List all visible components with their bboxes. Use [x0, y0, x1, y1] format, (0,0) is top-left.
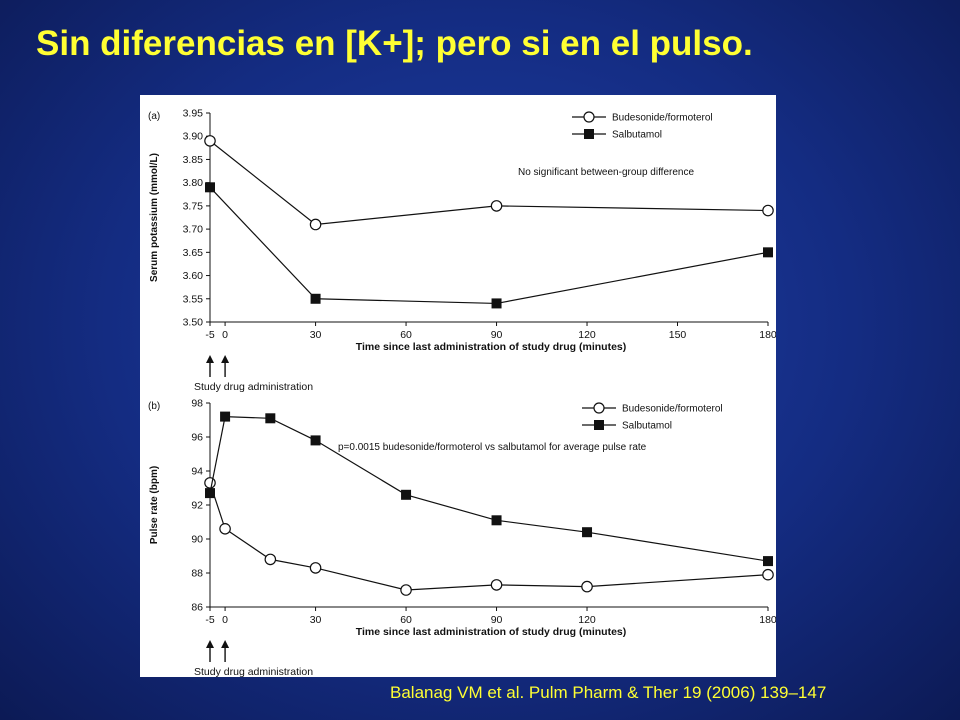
- chart-a-legend-marker-budesonide-formoterol: [583, 111, 595, 123]
- chart-a-series-salbutamol-line: [209, 186, 769, 305]
- chart-b-arrow-head: [206, 640, 214, 648]
- figure-svg: (a) 3.50 3.55 3.60 3.65 3.70 3.75 3.80 3.85 3.90 3…: [148, 108, 776, 678]
- chart-b-x-tick-label: -5: [205, 614, 214, 626]
- slide-title: Sin diferencias en [K+]; pero si en el p…: [36, 24, 753, 63]
- figure-panel: (a) 3.50 3.55 3.60 3.65 3.70 3.75 3.80 3.85 3.90 3…: [140, 95, 776, 677]
- chart-a-series-budesonide-formoterol-line: [209, 140, 769, 226]
- chart-b-series-salbutamol-line: [209, 415, 769, 562]
- chart-b-y-label: Pulse rate (bpm): [149, 466, 160, 544]
- chart-b-y-tick-label: 88: [191, 568, 203, 580]
- chart-b-point-budesonide-formoterol: [219, 522, 231, 535]
- chart-a-arrow-head: [221, 355, 230, 363]
- chart-a-panel-label: (a): [148, 111, 160, 122]
- chart-b-point-salbutamol: [763, 556, 773, 567]
- chart-a-point-salbutamol: [310, 293, 321, 304]
- chart-a-x-tick-label: 0: [222, 329, 228, 341]
- chart-b-point-budesonide-formoterol: [762, 568, 774, 581]
- chart-a-x-tick-label: 120: [578, 329, 596, 341]
- chart-a-legend-marker-salbutamol: [584, 129, 594, 139]
- chart-a-legend-label: Salbutamol: [612, 130, 662, 141]
- chart-b-legend-label: Salbutamol: [622, 421, 672, 432]
- chart-b-y-tick-label: 86: [191, 602, 203, 614]
- chart-b-point-salbutamol: [491, 515, 502, 526]
- chart-b-x-tick-label: 90: [491, 614, 503, 626]
- chart-b-point-budesonide-formoterol: [204, 477, 216, 489]
- chart-a-annotation: No significant between-group difference: [518, 167, 694, 178]
- chart-a-y-tick-label: 3.55: [183, 293, 204, 305]
- chart-b-point-budesonide-formoterol: [309, 562, 322, 574]
- chart-b-series-budesonide-formoterol-line: [209, 482, 769, 591]
- chart-b-x-tick-label: 0: [222, 614, 228, 626]
- chart-b-point-budesonide-formoterol: [264, 553, 277, 566]
- chart-b-point-budesonide-formoterol: [400, 584, 412, 596]
- chart-b-y-tick-label: 90: [191, 534, 203, 546]
- chart-b-arrow-label: Study drug administration: [194, 666, 313, 677]
- chart-b-x-tick-label: 120: [578, 614, 596, 626]
- chart-b-legend-label: Budesonide/formoterol: [622, 404, 723, 415]
- chart-b-point-salbutamol: [582, 527, 593, 538]
- chart-a-x-tick-label: 150: [669, 329, 687, 341]
- chart-b-point-budesonide-formoterol: [581, 580, 593, 593]
- chart-b-y-tick-label: 96: [191, 432, 203, 444]
- chart-b-point-salbutamol: [310, 435, 321, 446]
- chart-a-x-tick-label: 30: [310, 329, 322, 341]
- chart-a-point-budesonide-formoterol: [204, 135, 216, 147]
- chart-b-x-label: Time since last administration of study …: [356, 626, 627, 638]
- chart-a-x-label: Time since last administration of study …: [356, 341, 627, 353]
- chart-a-point-salbutamol: [205, 182, 215, 193]
- chart-b-legend-marker-budesonide-formoterol: [593, 402, 605, 414]
- chart-b-point-salbutamol: [220, 411, 231, 422]
- chart-a-point-budesonide-formoterol: [762, 204, 774, 217]
- chart-b-y-tick-label: 98: [191, 398, 203, 410]
- chart-b-y-tick-label: 94: [191, 466, 203, 478]
- chart-a-y-tick-label: 3.90: [183, 131, 204, 143]
- chart-b-x-tick-label: 180: [759, 614, 776, 626]
- chart-a-y-tick-label: 3.65: [183, 247, 204, 259]
- chart-a-arrow-label: Study drug administration: [194, 381, 313, 393]
- chart-b-point-salbutamol: [205, 488, 215, 499]
- chart-a-x-tick-label: 90: [491, 329, 503, 341]
- chart-a-x-tick-label: 180: [759, 329, 776, 341]
- chart-b-annotation: p=0.0015 budesonide/formoterol vs salbut…: [338, 442, 647, 453]
- chart-a-point-budesonide-formoterol: [309, 218, 322, 231]
- chart-b-point-salbutamol: [265, 413, 276, 424]
- chart-b-x-tick-label: 60: [400, 614, 412, 626]
- chart-b-y-tick-label: 92: [191, 500, 203, 512]
- citation: Balanag VM et al. Pulm Pharm & Ther 19 (…: [390, 683, 827, 702]
- chart-a-arrow-head: [206, 355, 214, 363]
- chart-b-x-tick-label: 30: [310, 614, 322, 626]
- chart-a-point-salbutamol: [491, 298, 502, 309]
- chart-a-point-budesonide-formoterol: [490, 200, 503, 212]
- chart-a-legend-label: Budesonide/formoterol: [612, 113, 713, 124]
- chart-a-y-tick-label: 3.50: [183, 317, 204, 329]
- chart-b-panel-label: (b): [148, 401, 160, 412]
- chart-b-arrow-head: [221, 640, 230, 648]
- chart-b-point-salbutamol: [401, 489, 412, 500]
- chart-b-legend-marker-salbutamol: [594, 420, 604, 430]
- chart-a-y-tick-label: 3.75: [183, 200, 204, 212]
- chart-a-y-tick-label: 3.60: [183, 270, 204, 282]
- chart-a-x-tick-label: 60: [400, 329, 412, 341]
- chart-a-y-tick-label: 3.80: [183, 177, 204, 189]
- chart-a-y-tick-label: 3.95: [183, 108, 204, 120]
- chart-b-point-budesonide-formoterol: [490, 579, 503, 591]
- chart-a-y-tick-label: 3.70: [183, 224, 204, 236]
- chart-a-y-tick-label: 3.85: [183, 154, 204, 166]
- chart-a-y-label: Serum potassium (mmol/L): [149, 153, 160, 282]
- chart-a-point-salbutamol: [763, 247, 773, 258]
- chart-a-x-tick-label: -5: [205, 329, 214, 341]
